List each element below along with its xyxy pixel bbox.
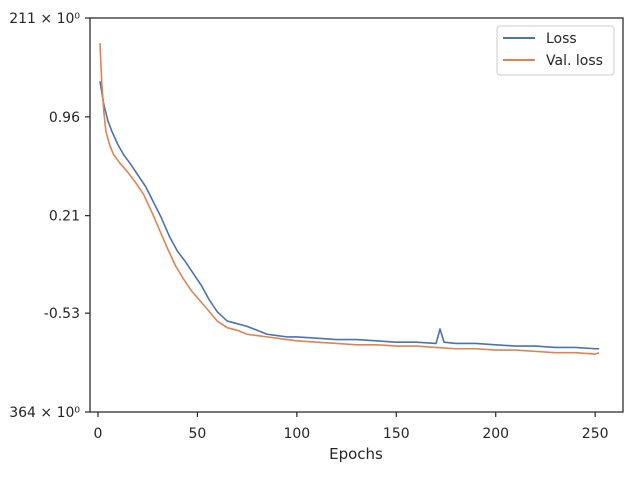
x-tick-label: 150 — [383, 426, 410, 442]
legend-label-loss: Loss — [546, 31, 577, 47]
x-tick-label: 100 — [283, 426, 310, 442]
legend-label-val-loss: Val. loss — [546, 53, 603, 69]
plot-frame — [89, 17, 624, 413]
legend: Loss Val. loss — [496, 25, 615, 76]
y-tick-label: 211 × 10⁰ — [9, 11, 80, 27]
x-tick-label: 250 — [582, 426, 609, 442]
x-axis-label: Epochs — [329, 445, 383, 463]
series-line-loss — [99, 81, 600, 350]
plot-area — [90, 18, 623, 412]
series-line-val-loss — [99, 43, 600, 355]
y-tick-label: -0.53 — [44, 306, 80, 322]
x-tick-label: 0 — [93, 426, 102, 442]
x-tick-label: 50 — [188, 426, 206, 442]
x-tick-label: 200 — [482, 426, 509, 442]
series-layer — [99, 43, 600, 355]
x-axis: 0 50 100 150 200 250 — [93, 412, 609, 442]
y-tick-label: 364 × 10⁰ — [9, 405, 80, 421]
y-axis: 211 × 10⁰ 0.96 0.21 -0.53 364 × 10⁰ — [9, 11, 90, 421]
y-tick-label: 0.21 — [49, 209, 80, 225]
y-tick-label: 0.96 — [49, 110, 80, 126]
